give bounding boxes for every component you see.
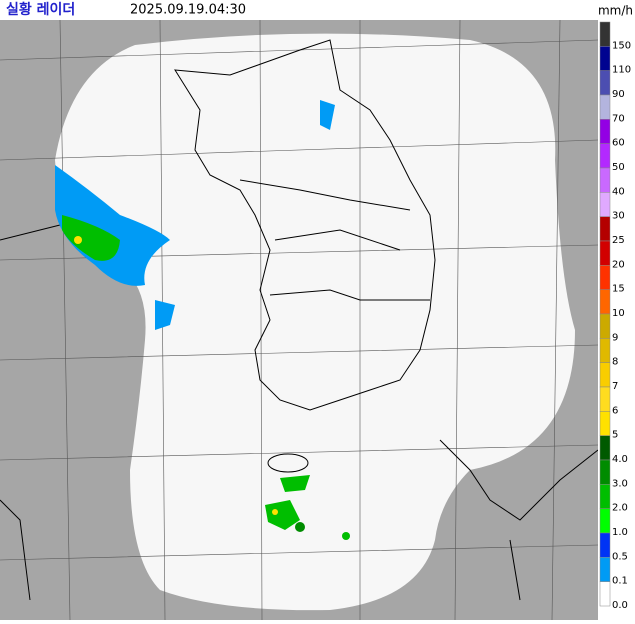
precipitation	[55, 100, 350, 540]
legend-label: 1.0	[612, 527, 628, 538]
legend-label: 0.5	[612, 551, 628, 562]
legend-label: 7	[612, 381, 618, 392]
legend-swatch	[599, 289, 611, 315]
legend-swatch	[599, 70, 611, 96]
legend-swatch	[599, 313, 611, 339]
title: 실황 레이더	[6, 1, 75, 18]
legend-swatch	[599, 119, 611, 144]
timestamp: 2025.09.19.04:30	[130, 3, 246, 18]
radar-coverage	[55, 33, 575, 611]
legend-swatch	[599, 435, 611, 461]
legend-label: 9	[612, 332, 618, 343]
legend-swatch	[599, 21, 611, 47]
map	[0, 19, 599, 621]
legend-swatch	[599, 362, 611, 388]
legend-label: 2.0	[612, 503, 628, 514]
legend-label: 0.1	[612, 576, 628, 587]
legend-label: 20	[612, 259, 625, 270]
legend-swatch	[599, 459, 611, 485]
legend-swatch	[599, 532, 611, 558]
legend-label: 40	[612, 186, 625, 197]
legend-label: 90	[612, 89, 625, 100]
legend-swatch	[599, 338, 611, 363]
legend-label: 10	[612, 308, 625, 319]
legend-swatch	[599, 411, 611, 436]
legend-swatch	[599, 240, 611, 266]
legend-swatch	[599, 192, 611, 217]
header-bar	[0, 0, 635, 20]
legend-swatch	[599, 167, 611, 193]
legend-swatch	[599, 46, 611, 71]
legend-label: 60	[612, 138, 625, 149]
legend-label: 15	[612, 284, 625, 295]
legend-swatch	[599, 508, 611, 534]
legend-swatch	[599, 557, 611, 582]
legend-swatch	[599, 143, 611, 169]
legend-label: 25	[612, 235, 625, 246]
legend-swatch	[599, 386, 611, 412]
legend-label: 5	[612, 430, 618, 441]
legend-label: 70	[612, 113, 625, 124]
legend-swatch	[599, 94, 611, 120]
legend-label: 6	[612, 405, 618, 416]
coastline	[0, 39, 599, 601]
legend-swatch	[599, 216, 611, 242]
legend-label: 8	[612, 357, 618, 368]
legend-label: 150	[612, 40, 631, 51]
legend-label: 0.0	[612, 600, 628, 611]
legend-swatch	[599, 265, 611, 290]
legend-swatch	[599, 484, 611, 509]
legend-swatch	[599, 581, 611, 607]
legend-label: 3.0	[612, 478, 628, 489]
unit: mm/h	[598, 4, 633, 18]
legend: 150 110 90 70 60 50 40 30 25 20 15 10 9 8 7 6 5 4.0 3.0 2.0…	[598, 20, 635, 620]
legend-label: 4.0	[612, 454, 628, 465]
legend-label: 30	[612, 211, 625, 222]
legend-label: 110	[612, 65, 631, 76]
legend-label: 50	[612, 162, 625, 173]
